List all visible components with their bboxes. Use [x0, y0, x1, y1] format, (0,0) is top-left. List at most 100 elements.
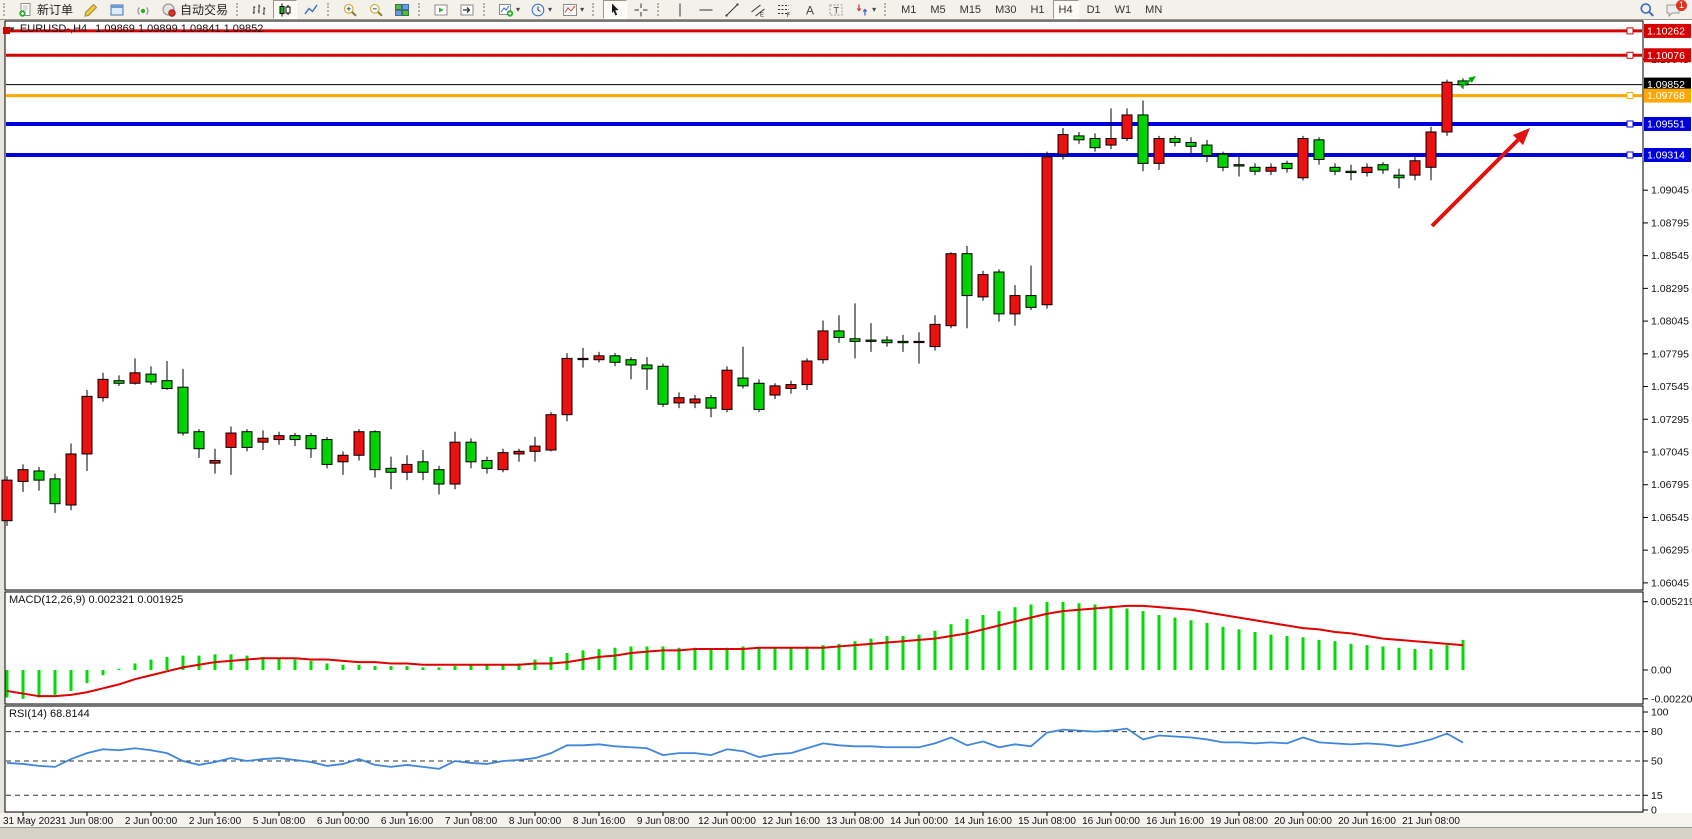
tf-m15-label: M15 [959, 3, 982, 16]
fibonacci-button[interactable]: F [772, 0, 796, 19]
candle [1, 479, 13, 522]
text-button[interactable]: A [798, 0, 822, 19]
candlestick-chart-button[interactable] [273, 0, 298, 19]
trendline-button[interactable] [720, 0, 744, 19]
horizontal-line-button[interactable] [694, 0, 718, 19]
tf-h1-button[interactable]: H1 [1024, 0, 1050, 19]
tf-m1-button[interactable]: M1 [895, 0, 922, 19]
candle [1009, 295, 1021, 315]
svg-text:50: 50 [1651, 756, 1663, 768]
tile-windows-button[interactable] [390, 0, 414, 19]
toolbar-grip [592, 3, 598, 16]
time-axis[interactable]: 31 May 2023 1 Jun 08:00 2 Jun 00:00 2 Jun 1… [3, 812, 1460, 827]
candle [177, 386, 189, 434]
macd-panel [5, 601, 1465, 699]
svg-text:1.08295: 1.08295 [1651, 283, 1689, 295]
buy-marker[interactable] [1460, 76, 1476, 88]
cursor-button[interactable] [603, 0, 628, 19]
metaeditor-button[interactable] [79, 0, 103, 19]
candle [961, 253, 973, 297]
hline-icon [698, 2, 714, 18]
tf-d1-label: D1 [1086, 3, 1101, 16]
tf-h4-button[interactable]: H4 [1052, 0, 1079, 19]
tf-w1-button[interactable]: W1 [1109, 0, 1138, 19]
chevron-down-icon: ▾ [548, 5, 553, 14]
svg-text:1.10262: 1.10262 [1647, 25, 1685, 37]
tf-d1-button[interactable]: D1 [1081, 0, 1107, 19]
equidistant-channel-button[interactable]: E [746, 0, 770, 19]
new-order-button[interactable]: 新订单 [14, 0, 77, 19]
toolbar-grip [418, 3, 424, 16]
templates-button[interactable]: ▾ [558, 0, 588, 19]
candle [1137, 114, 1149, 164]
candle [721, 369, 733, 410]
doc-plus-icon [18, 2, 34, 18]
level-handle[interactable] [1626, 120, 1634, 128]
auto-scroll-button[interactable] [429, 0, 453, 19]
chart-shift-button[interactable] [455, 0, 479, 19]
svg-text:1.06295: 1.06295 [1651, 545, 1689, 557]
svg-text:1 Jun 08:00: 1 Jun 08:00 [61, 816, 114, 827]
rsi-axis[interactable]: 100 80 50 15 0 [1643, 707, 1669, 817]
candle [33, 470, 45, 481]
price-axis[interactable]: 1.100451.090451.087951.085451.082951.080… [1643, 54, 1689, 590]
level-anchor[interactable] [3, 27, 10, 34]
window-icon [109, 2, 125, 18]
candle [113, 380, 125, 384]
level-handle[interactable] [1626, 151, 1634, 159]
zoom-in-icon [342, 2, 358, 18]
level-handle[interactable] [1626, 51, 1634, 59]
svg-text:2 Jun 00:00: 2 Jun 00:00 [125, 816, 178, 827]
svg-text:16 Jun 00:00: 16 Jun 00:00 [1082, 816, 1140, 827]
candle [1409, 160, 1421, 176]
horizontal-levels[interactable] [3, 27, 1642, 159]
candle [705, 397, 717, 409]
annotations[interactable] [1430, 76, 1530, 228]
tf-m30-label: M30 [995, 3, 1017, 16]
trend-arrow[interactable] [1430, 128, 1530, 228]
vertical-line-button[interactable] [668, 0, 692, 19]
rsi-indicator-label: RSI(14) 68.8144 [9, 708, 90, 720]
line-chart-button[interactable] [299, 0, 323, 19]
indicator-icon [498, 2, 514, 18]
tf-m5-button[interactable]: M5 [924, 0, 951, 19]
tf-m15-button[interactable]: M15 [954, 0, 987, 19]
notifications-button[interactable]: 1 [1661, 0, 1687, 19]
candle [225, 432, 237, 448]
toolbar-grip [236, 3, 242, 16]
tf-m30-button[interactable]: M30 [989, 0, 1022, 19]
zoom-in-button[interactable] [338, 0, 362, 19]
bar-chart-button[interactable] [247, 0, 271, 19]
zoom-out-button[interactable] [364, 0, 388, 19]
svg-text:12 Jun 16:00: 12 Jun 16:00 [762, 816, 820, 827]
text-a-icon: A [802, 2, 818, 18]
candle [193, 431, 205, 450]
crosshair-button[interactable] [629, 0, 653, 19]
auto-trading-button[interactable]: 自动交易 [157, 0, 232, 19]
candle [1073, 135, 1085, 141]
svg-text:20 Jun 16:00: 20 Jun 16:00 [1338, 816, 1396, 827]
toolbar-grip [483, 3, 489, 16]
indicators-button[interactable]: ▾ [494, 0, 524, 19]
level-handle[interactable] [1626, 27, 1634, 35]
candle [241, 431, 253, 448]
svg-text:1.06545: 1.06545 [1651, 512, 1689, 524]
svg-text:1.08795: 1.08795 [1651, 217, 1689, 229]
text-label-button[interactable]: T [824, 0, 848, 19]
ohlc-toggle-icon[interactable]: ▼ [8, 25, 16, 34]
candle [1313, 139, 1325, 160]
search-button[interactable] [1635, 0, 1659, 19]
arrows-button[interactable]: ▾ [850, 0, 880, 19]
candle [129, 372, 141, 384]
toolbar-grip [327, 3, 333, 16]
tf-mn-button[interactable]: MN [1139, 0, 1168, 19]
periods-button[interactable]: ▾ [526, 0, 556, 19]
svg-text:T: T [834, 5, 840, 15]
level-handle[interactable] [1626, 92, 1634, 100]
chart-window-button[interactable] [105, 0, 129, 19]
channel-icon: E [750, 2, 766, 18]
auto-trading-label: 自动交易 [180, 3, 229, 17]
signals-button[interactable] [131, 0, 155, 19]
